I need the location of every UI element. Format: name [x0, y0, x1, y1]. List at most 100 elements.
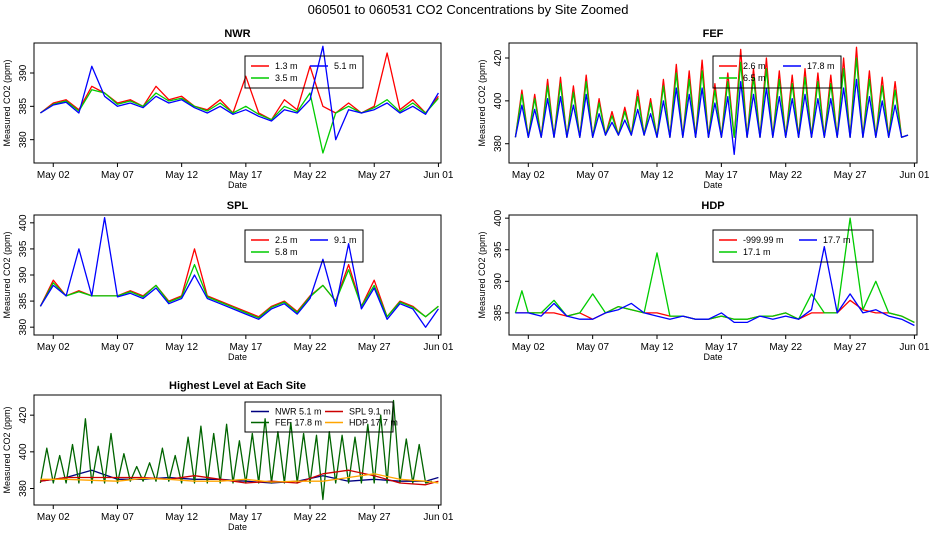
x-tick-label: May 22	[294, 512, 327, 523]
x-tick-label: May 22	[769, 170, 802, 181]
series-line-2.5-m	[39, 248, 439, 318]
series-line-17.8-m	[514, 78, 909, 156]
x-tick-label: Jun 01	[423, 512, 453, 523]
legend-label: 6.5 m	[743, 73, 766, 83]
x-tick-label: May 02	[37, 170, 70, 181]
legend-label: 2.6 m	[743, 61, 766, 71]
legend: 2.6 m 6.5 m 17.8 m	[712, 55, 842, 89]
x-tick-label: Jun 01	[423, 170, 453, 181]
series-line-5.1-m	[40, 45, 439, 141]
legend-label: HDP 17.7 m	[349, 418, 398, 428]
y-tick-label: 380	[493, 135, 504, 152]
x-tick-label: May 17	[229, 170, 262, 181]
x-tick-label: May 07	[576, 170, 609, 181]
y-axis-label: Measured CO2 (ppm)	[2, 406, 12, 493]
y-tick-label: 400	[493, 92, 504, 109]
y-axis-label: Measured CO2 (ppm)	[2, 59, 12, 146]
y-tick-label: 390	[18, 64, 29, 81]
x-tick-label: May 22	[294, 170, 327, 181]
series-line-FEF-17.8-m	[39, 399, 433, 501]
legend-label: NWR 5.1 m	[275, 407, 322, 417]
series-group	[39, 216, 439, 328]
legend-label: 17.1 m	[743, 247, 771, 257]
legend-label: -999.99 m	[743, 235, 784, 245]
plot-frame	[33, 42, 442, 164]
y-tick-label: 395	[18, 240, 29, 257]
panel-title: NWR	[224, 28, 250, 40]
panel-title: SPL	[227, 200, 249, 212]
legend: -999.99 m 17.1 m 17.7 m	[712, 229, 874, 263]
legend-label: SPL 9.1 m	[349, 407, 391, 417]
legend-box	[712, 229, 874, 263]
y-tick-label: 400	[18, 214, 29, 231]
legend: 2.5 m 5.8 m 9.1 m	[244, 229, 364, 263]
y-axis-label: Measured CO2 (ppm)	[2, 231, 12, 318]
legend-label: 1.3 m	[275, 61, 298, 71]
y-tick-label: 380	[18, 131, 29, 148]
panel-highest-level-at-each-site: Highest Level at Each Site May 02 May 07 Ma…	[2, 380, 454, 532]
plot-frame	[508, 42, 918, 164]
series-group	[39, 399, 439, 501]
plot-frame	[33, 394, 442, 506]
panel-fef: FEF May 02 May 07 May 12 May 17 May 22 May 27 J…	[477, 28, 930, 190]
y-axis-label: Measured CO2 (ppm)	[477, 59, 487, 146]
legend-label: 5.1 m	[334, 61, 357, 71]
x-tick-label: May 02	[37, 342, 70, 353]
legend-label: 2.5 m	[275, 235, 298, 245]
panel-title: Highest Level at Each Site	[169, 380, 306, 392]
y-tick-label: 380	[18, 318, 29, 335]
x-tick-label: May 12	[641, 170, 674, 181]
x-tick-label: May 27	[834, 170, 867, 181]
series-line-17.7-m	[515, 245, 915, 327]
legend-box	[244, 229, 364, 263]
x-axis-label: Date	[703, 352, 722, 362]
series-line-HDP-17.7-m	[40, 473, 439, 484]
x-tick-label: May 27	[834, 342, 867, 353]
series-group	[40, 45, 439, 154]
series-line-5.8-m	[39, 263, 439, 319]
legend-label: 17.8 m	[807, 61, 835, 71]
x-tick-label: May 12	[165, 342, 198, 353]
x-tick-label: May 07	[101, 170, 134, 181]
y-tick-label: 385	[18, 98, 29, 115]
x-tick-label: Jun 01	[423, 342, 453, 353]
series-line-9.1-m	[39, 216, 439, 328]
series-line-SPL-9.1-m	[40, 469, 439, 486]
series-line--999.99-m	[515, 299, 915, 323]
x-axis-label: Date	[228, 180, 247, 190]
y-tick-label: 380	[18, 480, 29, 497]
y-axis-label: Measured CO2 (ppm)	[477, 231, 487, 318]
chart-panels: NWR May 02 May 07 May 12 May 17 May 22 May 27 J…	[2, 28, 930, 532]
legend-label: 17.7 m	[823, 235, 851, 245]
series-line-3.5-m	[40, 89, 439, 154]
x-tick-label: May 27	[358, 512, 391, 523]
x-tick-label: May 07	[101, 512, 134, 523]
x-tick-label: May 22	[769, 342, 802, 353]
series-line-17.1-m	[514, 217, 915, 323]
series-group	[514, 217, 915, 327]
plot-frame	[508, 214, 918, 336]
x-axis-label: Date	[228, 352, 247, 362]
y-tick-label: 385	[18, 292, 29, 309]
legend-label: FEF 17.8 m	[275, 418, 322, 428]
x-tick-label: May 12	[165, 512, 198, 523]
x-tick-label: May 02	[512, 342, 545, 353]
y-tick-label: 395	[493, 241, 504, 258]
x-tick-label: May 17	[229, 342, 262, 353]
y-tick-label: 390	[493, 273, 504, 290]
legend-label: 3.5 m	[275, 73, 298, 83]
x-tick-label: May 07	[101, 342, 134, 353]
y-tick-label: 400	[18, 443, 29, 460]
y-tick-label: 420	[18, 406, 29, 423]
x-tick-label: May 17	[705, 170, 738, 181]
x-tick-label: Jun 01	[899, 342, 929, 353]
panel-spl: SPL May 02 May 07 May 12 May 17 May 22 May 27 J…	[2, 200, 454, 362]
legend-label: 9.1 m	[334, 235, 357, 245]
legend: 1.3 m 3.5 m 5.1 m	[244, 55, 364, 89]
x-tick-label: May 07	[576, 342, 609, 353]
x-tick-label: May 02	[37, 512, 70, 523]
legend-box	[244, 401, 394, 433]
x-tick-label: May 12	[641, 342, 674, 353]
legend-box	[244, 55, 364, 89]
